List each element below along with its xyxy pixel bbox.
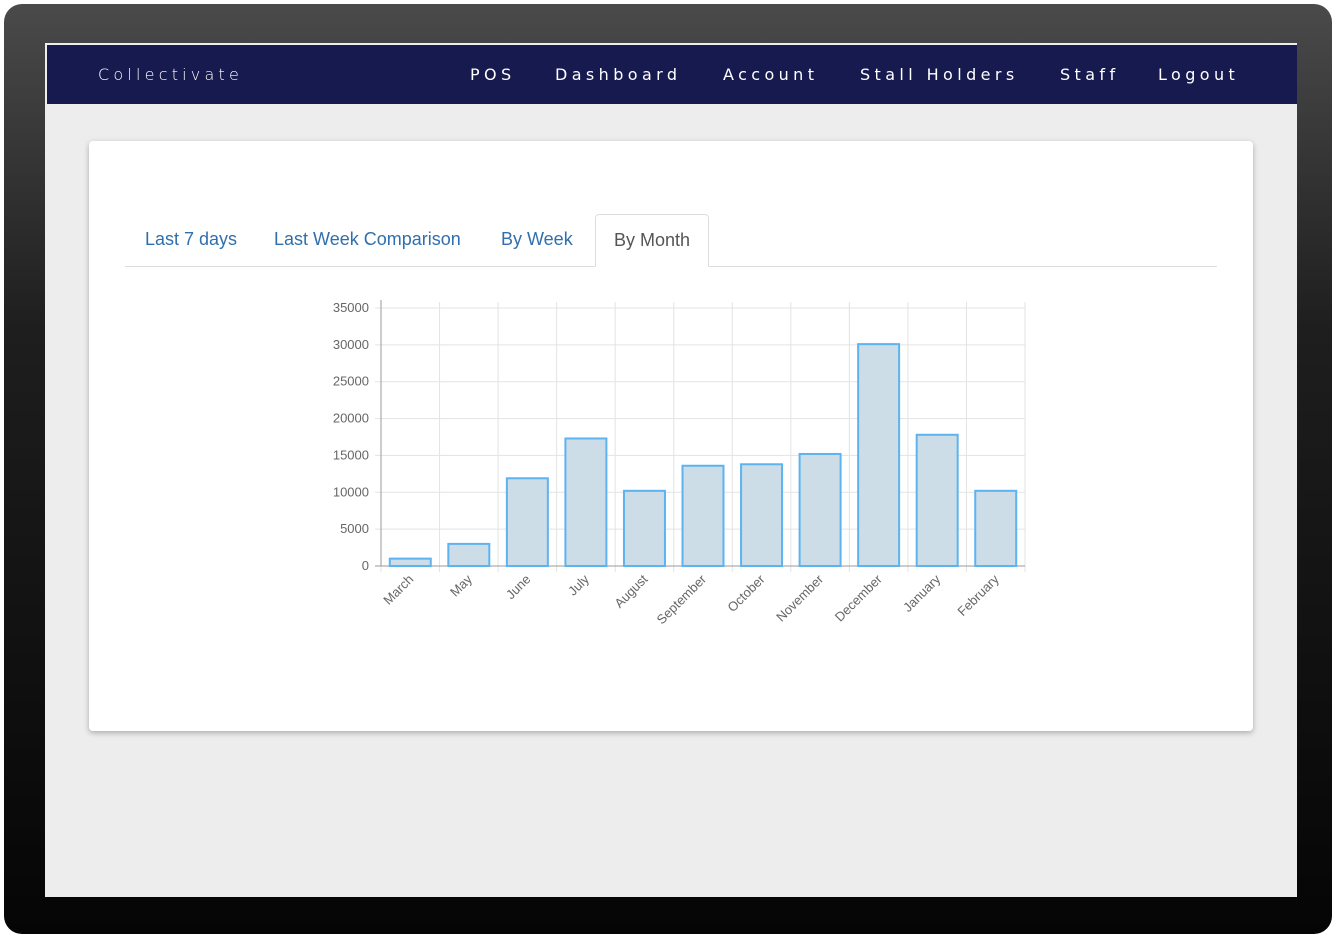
tab-by-week[interactable]: By Week <box>501 229 573 249</box>
nav-link-stall-holders[interactable]: Stall Holders <box>860 65 1019 84</box>
top-navbar: Collectivate POS Dashboard Account Stall… <box>47 45 1297 104</box>
bar-march <box>388 557 432 567</box>
bar-january <box>915 433 959 567</box>
device-frame: Collectivate POS Dashboard Account Stall… <box>4 4 1332 934</box>
bar-september <box>681 464 725 567</box>
nav-link-logout[interactable]: Logout <box>1158 65 1240 84</box>
y-tick-label: 25000 <box>333 374 369 389</box>
bar-october <box>740 463 784 568</box>
y-tick-label: 10000 <box>333 484 369 499</box>
nav-link-staff[interactable]: Staff <box>1060 65 1120 84</box>
x-tick-label: June <box>503 572 534 603</box>
bar-july <box>564 437 608 567</box>
bar-june <box>505 477 549 567</box>
x-tick-label: November <box>773 571 826 624</box>
bar-chart-svg: 0 5000 10000 15000 20000 25000 30000 35000 March… <box>333 300 1026 627</box>
brand-link[interactable]: Collectivate <box>98 65 244 84</box>
bar-november <box>798 452 842 567</box>
x-tick-label: September <box>654 571 710 627</box>
y-tick-label: 20000 <box>333 411 369 426</box>
tab-last-7-days[interactable]: Last 7 days <box>145 229 238 249</box>
bar-august <box>622 489 666 567</box>
period-tabs: Last 7 days Last Week Comparison By Week… <box>125 214 1217 267</box>
x-tick-label: February <box>954 571 1002 619</box>
x-tick-label: October <box>724 571 768 615</box>
nav-link-account[interactable]: Account <box>723 65 819 84</box>
x-tick-label: March <box>380 572 416 608</box>
nav-link-pos[interactable]: POS <box>470 65 516 84</box>
tab-last-week-comparison[interactable]: Last Week Comparison <box>274 229 461 249</box>
y-tick-label: 30000 <box>333 337 369 352</box>
y-tick-label: 0 <box>362 558 369 573</box>
bar-february <box>974 489 1018 567</box>
monthly-sales-chart: 0 5000 10000 15000 20000 25000 30000 35000 March… <box>309 296 1029 656</box>
nav-link-dashboard[interactable]: Dashboard <box>555 65 682 84</box>
y-tick-label: 35000 <box>333 300 369 315</box>
bar-december <box>857 343 901 568</box>
sales-card: Last 7 days Last Week Comparison By Week… <box>89 141 1253 731</box>
x-tick-label: May <box>447 571 475 599</box>
x-tick-label: December <box>832 571 885 624</box>
bar-may <box>447 542 491 567</box>
x-tick-label: January <box>900 571 944 615</box>
nav-links: POS Dashboard Account Stall Holders Staf… <box>47 45 1297 104</box>
screen: Collectivate POS Dashboard Account Stall… <box>45 43 1297 897</box>
y-tick-label: 5000 <box>340 521 369 536</box>
x-tick-label: July <box>565 571 592 598</box>
x-tick-label: August <box>611 571 650 610</box>
y-tick-label: 15000 <box>333 447 369 462</box>
tab-by-month[interactable]: By Month <box>595 214 710 267</box>
